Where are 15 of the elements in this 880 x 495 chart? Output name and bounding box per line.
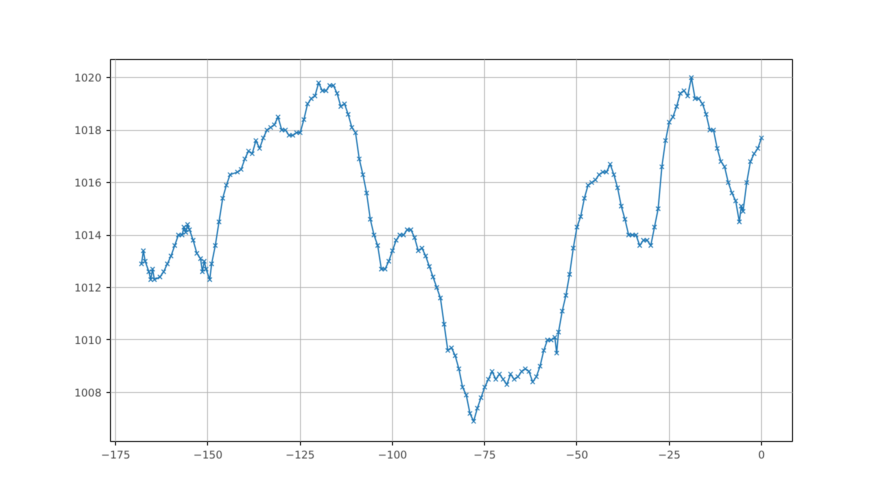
x-tick-label: −150	[193, 448, 223, 462]
y-tick-label: 1012	[74, 281, 102, 294]
x-tick-label: −175	[101, 448, 130, 462]
x-tick-label: −125	[286, 448, 315, 462]
x-tick-label: −50	[566, 448, 588, 462]
y-tick-label: 1014	[74, 229, 102, 242]
y-tick-label: 1010	[74, 334, 102, 347]
y-tick-label: 1016	[74, 176, 102, 190]
y-tick-label: 1008	[74, 386, 102, 400]
y-tick-label: 1018	[74, 124, 102, 138]
x-tick-label: −75	[473, 448, 496, 462]
x-tick-label: −25	[658, 448, 680, 462]
x-tick-label: 0	[758, 448, 766, 462]
y-tick-label: 1020	[74, 72, 102, 85]
x-tick-label: −100	[378, 448, 408, 462]
